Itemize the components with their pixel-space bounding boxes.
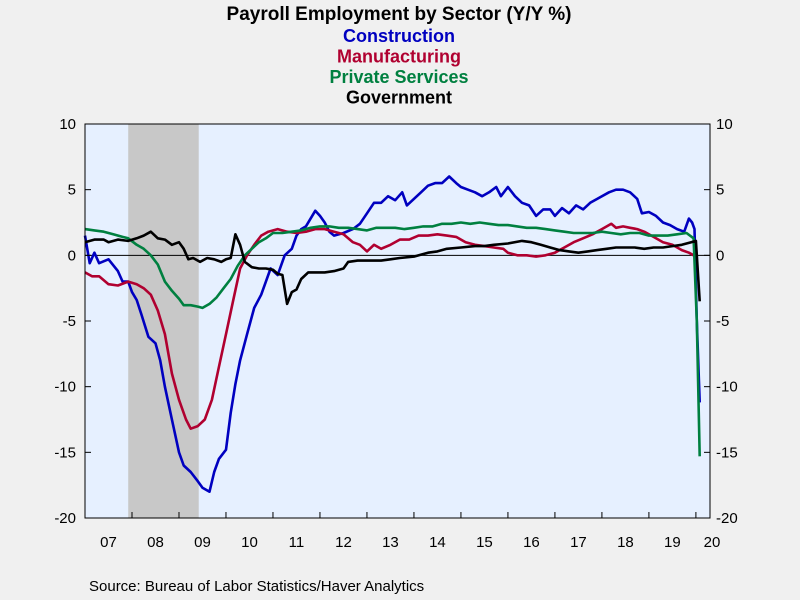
x-tick-label: 11 bbox=[289, 534, 305, 551]
y-axis-left: 10 5 0 -5 -10 -15 -20 bbox=[54, 116, 91, 527]
x-tick-label: 19 bbox=[664, 534, 681, 551]
legend-entry-private-services: Private Services bbox=[329, 67, 468, 87]
legend-entry-construction: Construction bbox=[343, 26, 455, 46]
y-tick-label-right: -15 bbox=[716, 444, 738, 461]
x-tick-label: 13 bbox=[382, 534, 399, 551]
series-layer bbox=[83, 175, 701, 493]
y-tick-label-right: -5 bbox=[716, 313, 729, 330]
x-tick-label: 09 bbox=[194, 534, 211, 551]
y-tick-label-right: 0 bbox=[716, 247, 724, 264]
x-tick-label: 20 bbox=[704, 534, 721, 551]
x-tick-label: 18 bbox=[617, 534, 634, 551]
x-axis: 07 08 09 10 11 12 13 14 15 16 17 18 19 20 bbox=[84, 512, 721, 551]
y-tick-label-left: 10 bbox=[59, 116, 76, 133]
y-tick-label-right: 5 bbox=[716, 182, 724, 199]
y-tick-label-left: -10 bbox=[54, 379, 76, 396]
chart-title: Payroll Employment by Sector (Y/Y %) bbox=[227, 4, 572, 25]
legend-entry-manufacturing: Manufacturing bbox=[337, 47, 461, 67]
y-tick-label-left: 0 bbox=[68, 247, 76, 264]
recession-shading bbox=[128, 124, 199, 518]
legend-entry-government: Government bbox=[346, 88, 452, 108]
x-tick-label: 07 bbox=[100, 534, 117, 551]
y-tick-label-right: -20 bbox=[716, 510, 738, 527]
x-tick-label: 08 bbox=[147, 534, 164, 551]
source-note: Source: Bureau of Labor Statistics/Haver… bbox=[89, 578, 424, 595]
x-tick-label: 15 bbox=[476, 534, 493, 551]
series-line-manufacturing bbox=[84, 222, 696, 430]
series-line-construction bbox=[83, 175, 701, 493]
series-line-private-services bbox=[84, 221, 701, 457]
y-tick-label-left: -20 bbox=[54, 510, 76, 527]
x-tick-label: 10 bbox=[241, 534, 258, 551]
x-tick-label: 14 bbox=[429, 534, 446, 551]
x-tick-label: 16 bbox=[523, 534, 540, 551]
y-tick-label-right: -10 bbox=[716, 379, 738, 396]
series-line-government bbox=[84, 230, 701, 306]
y-tick-label-left: 5 bbox=[68, 182, 76, 199]
y-tick-label-left: -15 bbox=[54, 444, 76, 461]
y-tick-label-left: -5 bbox=[63, 313, 76, 330]
y-axis-right: 10 5 0 -5 -10 -15 -20 bbox=[704, 116, 738, 527]
y-tick-label-right: 10 bbox=[716, 116, 733, 133]
x-tick-label: 12 bbox=[335, 534, 352, 551]
x-tick-label: 17 bbox=[570, 534, 587, 551]
